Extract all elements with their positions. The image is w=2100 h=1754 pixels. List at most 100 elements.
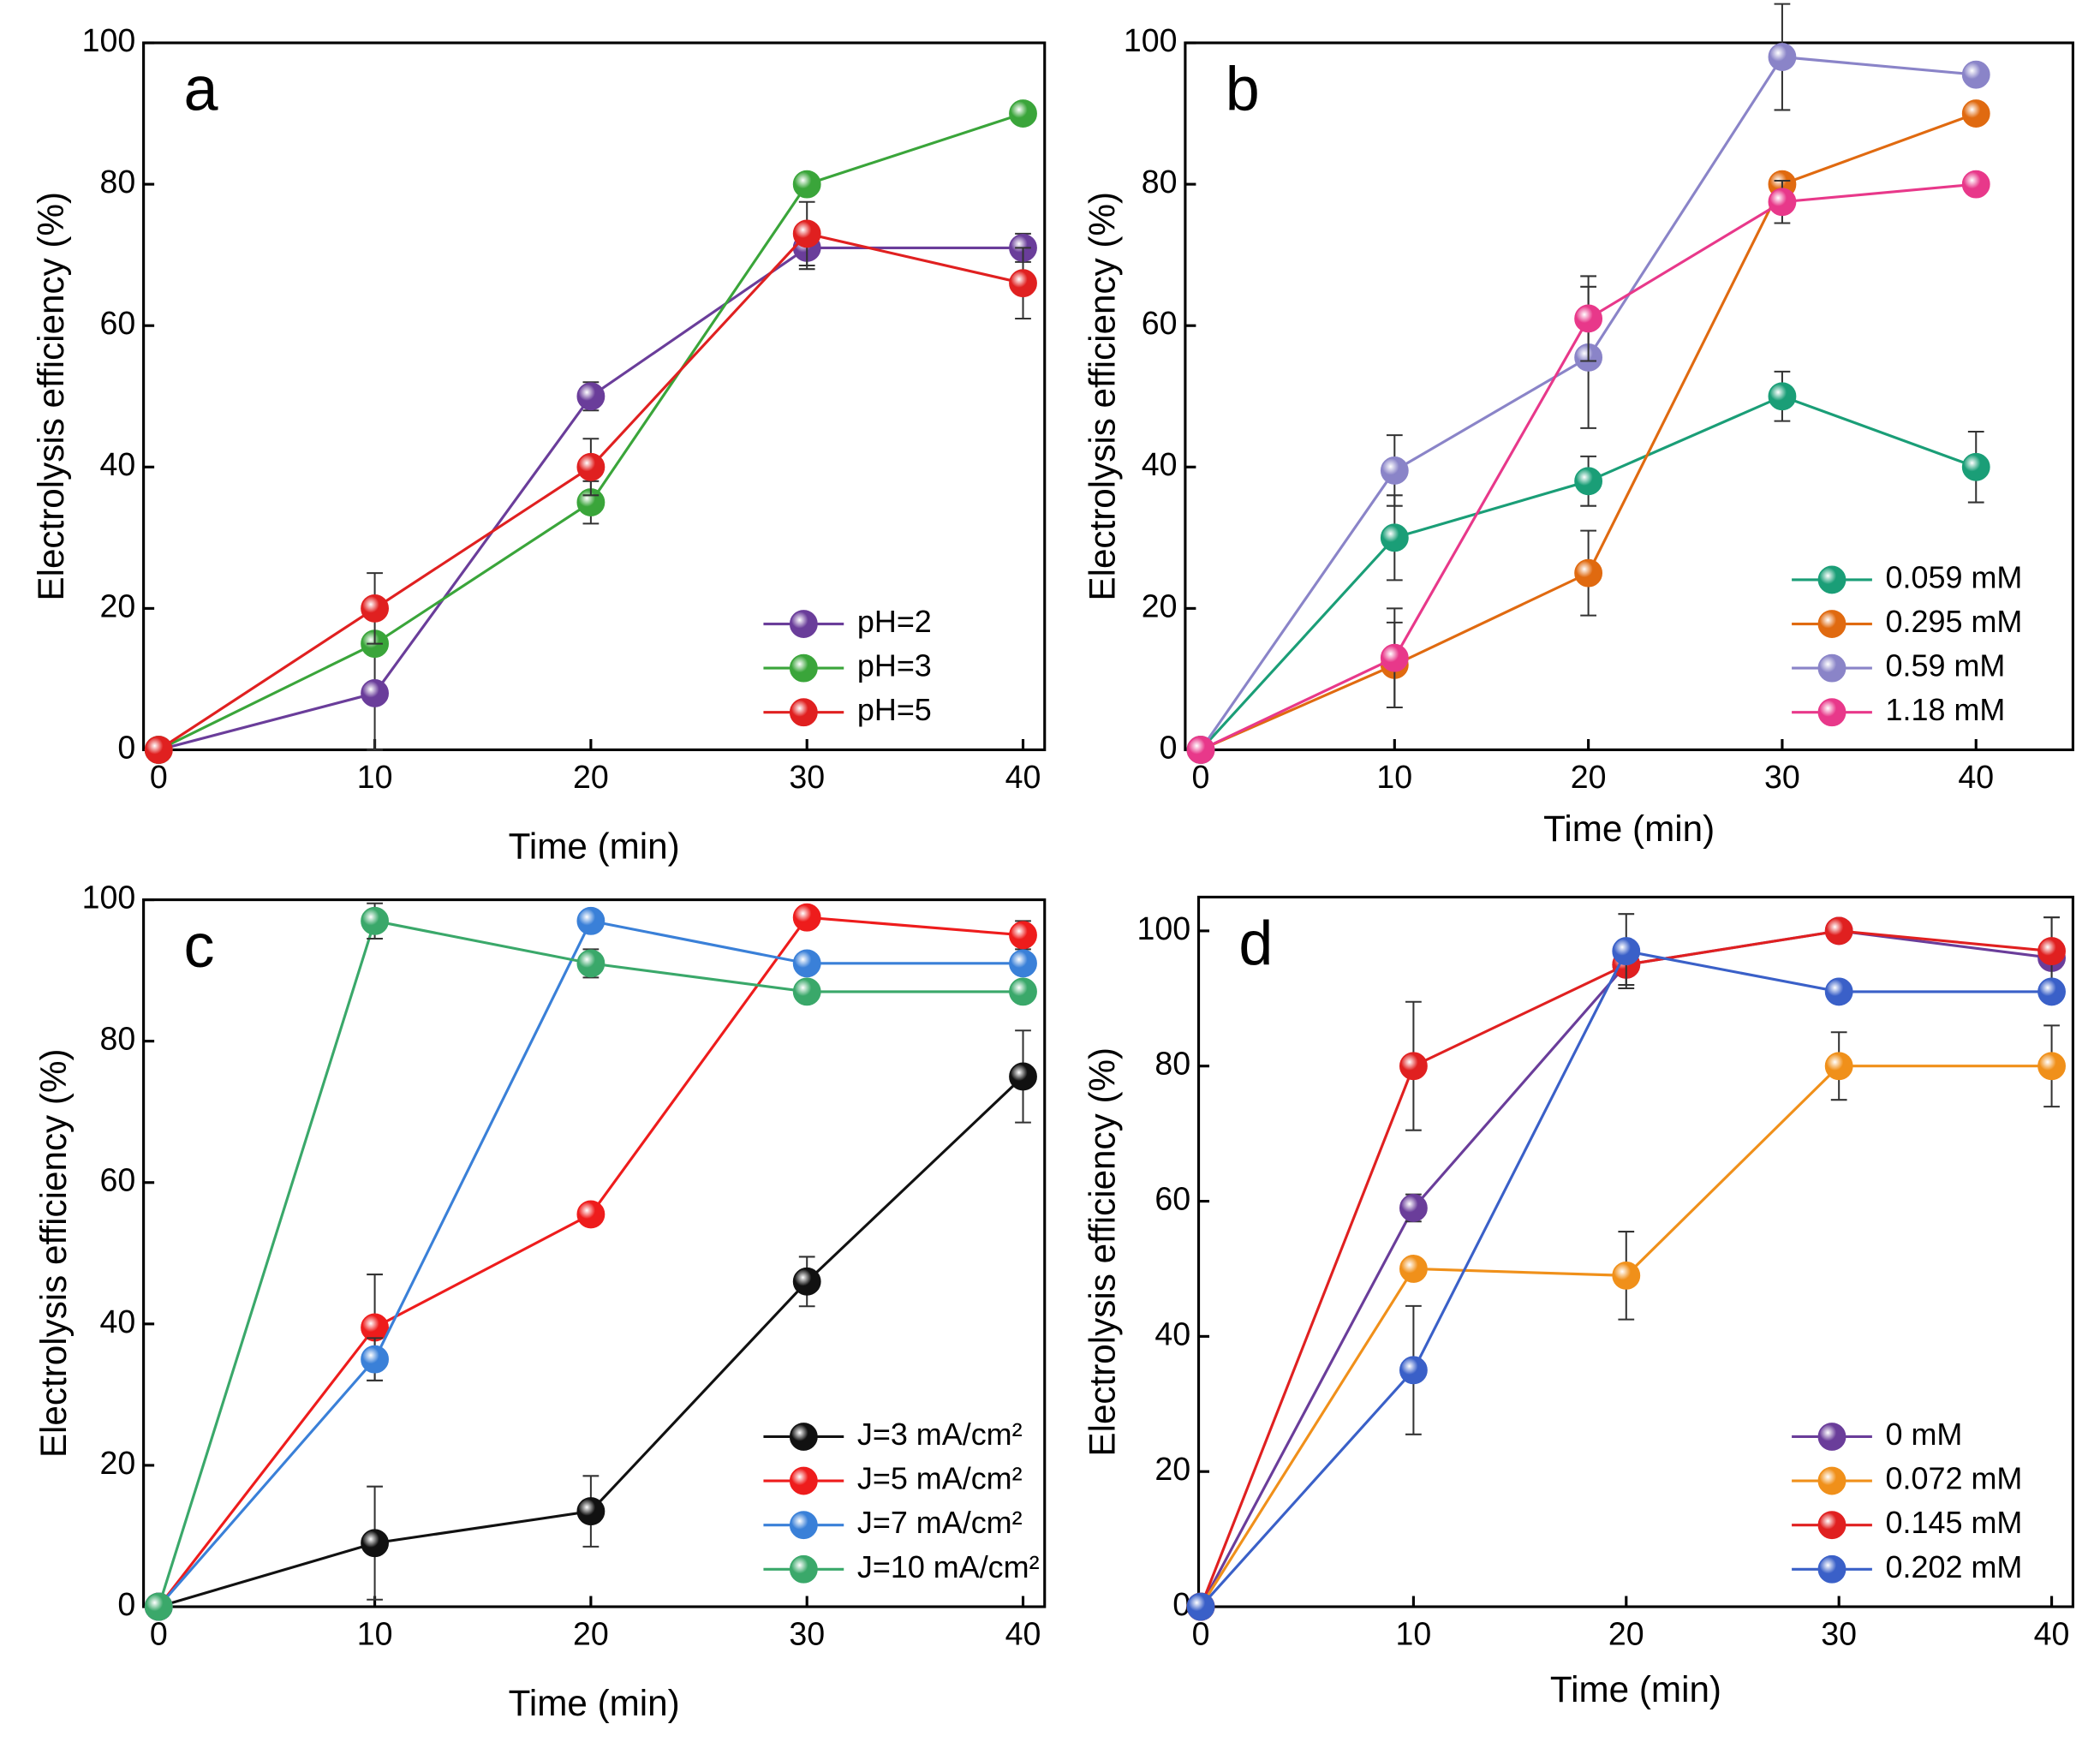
data-point — [1009, 99, 1037, 128]
legend-marker — [1817, 698, 1846, 727]
legend-label: 0.072 mM — [1886, 1461, 2023, 1496]
x-tick-label: 40 — [1005, 759, 1041, 795]
data-point — [1380, 456, 1409, 485]
data-point — [1399, 1052, 1428, 1081]
legend-marker — [789, 1466, 818, 1495]
x-tick-label: 40 — [1005, 1615, 1041, 1651]
x-tick-label: 0 — [150, 759, 168, 795]
legend-marker — [1817, 610, 1846, 638]
data-point — [1186, 1592, 1215, 1621]
y-axis-label: Electrolysis efficiency (%) — [33, 1048, 74, 1458]
data-point — [1824, 977, 1853, 1006]
data-point — [2037, 977, 2066, 1006]
y-tick-label: 0 — [1172, 1586, 1190, 1622]
panel-label: a — [184, 55, 218, 123]
panel: 0 10 20 30 40 0 20 40 60 80 100 Time (min) Electroly… — [31, 22, 1047, 866]
legend-marker — [789, 1423, 818, 1451]
y-tick-label: 0 — [1160, 729, 1178, 765]
data-point — [1186, 736, 1215, 764]
data-point — [792, 949, 821, 978]
legend-label: 0 mM — [1886, 1417, 1963, 1452]
data-point — [1961, 452, 1990, 481]
data-point — [144, 1592, 173, 1621]
data-point — [1768, 188, 1797, 217]
data-point — [1961, 170, 1990, 199]
x-tick-label: 10 — [357, 759, 393, 795]
legend-marker — [1817, 1423, 1846, 1451]
data-point — [792, 1267, 821, 1296]
x-tick-label: 40 — [1958, 759, 1994, 795]
y-tick-label: 80 — [1142, 164, 1178, 200]
legend-label: pH=2 — [857, 604, 932, 639]
x-tick-label: 30 — [789, 759, 825, 795]
y-tick-label: 0 — [117, 729, 135, 765]
x-tick-label: 0 — [1192, 759, 1210, 795]
panel: 0 10 20 30 40 0 20 40 60 80 100 Time (min) Electroly… — [1082, 3, 2074, 849]
data-point — [361, 906, 389, 935]
legend-label: J=7 mA/cm² — [857, 1505, 1023, 1540]
data-point — [576, 906, 606, 935]
y-tick-label: 60 — [1142, 305, 1178, 341]
data-point — [361, 1313, 389, 1342]
x-tick-label: 10 — [357, 1615, 393, 1651]
legend-label: 0.59 mM — [1886, 648, 2006, 683]
data-point — [576, 1200, 606, 1229]
legend-label: pH=3 — [857, 648, 932, 683]
data-point — [1009, 949, 1037, 978]
y-tick-label: 40 — [99, 1304, 135, 1339]
y-tick-label: 100 — [1137, 910, 1191, 946]
y-axis-label: Electrolysis efficiency (%) — [1082, 192, 1122, 601]
x-tick-label: 30 — [1764, 759, 1800, 795]
legend-label: J=5 mA/cm² — [857, 1461, 1023, 1496]
legend-label: 0.202 mM — [1886, 1549, 2023, 1584]
plot-frame — [1196, 895, 2074, 1608]
y-axis-label: Electrolysis efficiency (%) — [1082, 1047, 1122, 1457]
legend-marker — [789, 1554, 818, 1584]
data-point — [792, 170, 821, 199]
x-tick-label: 20 — [573, 1615, 609, 1651]
data-point — [1380, 523, 1409, 552]
data-point — [576, 1497, 606, 1526]
series-line — [1200, 112, 1977, 751]
panel-label: b — [1226, 55, 1260, 123]
y-tick-label: 20 — [99, 588, 135, 623]
legend-marker — [1817, 653, 1846, 683]
data-point — [1009, 977, 1037, 1006]
data-point — [361, 1529, 389, 1558]
y-tick-label: 60 — [99, 305, 135, 341]
legend-marker — [789, 1511, 818, 1540]
x-tick-label: 10 — [1396, 1615, 1432, 1651]
data-point — [792, 903, 821, 932]
y-tick-label: 20 — [99, 1445, 135, 1481]
legend-marker — [1817, 1554, 1846, 1584]
y-tick-label: 40 — [99, 446, 135, 482]
x-tick-label: 10 — [1376, 759, 1412, 795]
data-point — [1612, 937, 1641, 965]
x-axis-label: Time (min) — [509, 826, 680, 866]
legend-marker — [1817, 1511, 1846, 1540]
y-tick-label: 20 — [1142, 588, 1178, 623]
data-point — [792, 219, 821, 248]
legend-label: 0.295 mM — [1886, 604, 2023, 639]
legend-label: 0.059 mM — [1886, 559, 2023, 594]
y-tick-label: 60 — [1154, 1180, 1190, 1216]
panel: 0 10 20 30 40 0 20 40 60 80 100 Time (min) Electroly… — [33, 879, 1047, 1723]
data-point — [361, 1345, 389, 1374]
data-point — [1961, 99, 1990, 128]
x-tick-label: 20 — [1571, 759, 1607, 795]
x-tick-label: 40 — [2034, 1615, 2070, 1651]
data-point — [1399, 1255, 1428, 1283]
data-point — [1009, 921, 1037, 950]
legend-marker — [1817, 1466, 1846, 1495]
data-point — [1380, 643, 1409, 672]
panel-label: d — [1238, 910, 1273, 978]
x-axis-label: Time (min) — [1543, 808, 1715, 849]
data-point — [1824, 1052, 1853, 1081]
y-tick-label: 40 — [1154, 1316, 1190, 1351]
data-point — [1824, 916, 1853, 946]
y-tick-label: 80 — [99, 1021, 135, 1057]
x-tick-label: 30 — [789, 1615, 825, 1651]
x-axis-label: Time (min) — [1550, 1669, 1721, 1709]
data-point — [2037, 937, 2066, 965]
